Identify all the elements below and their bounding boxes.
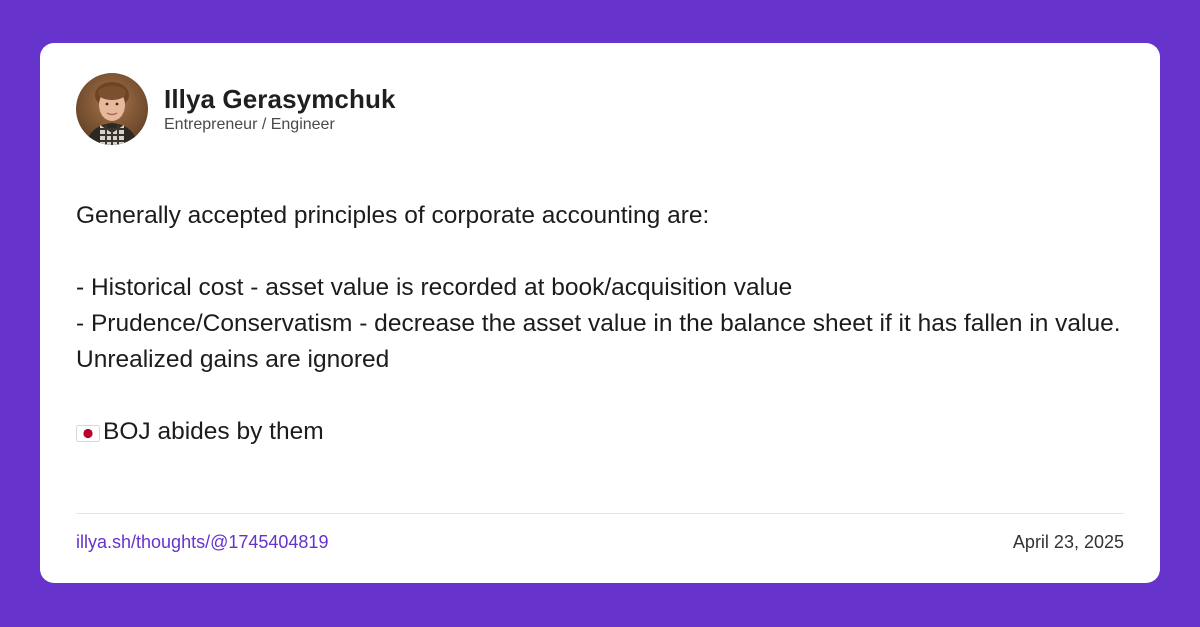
post-closing-text: BOJ abides by them [103, 418, 324, 445]
post-date: April 23, 2025 [1012, 532, 1124, 552]
post-intro: Generally accepted principles of corpora… [76, 202, 710, 229]
author-title: Entrepreneur / Engineer [164, 116, 335, 133]
post-body: Generally accepted principles of corpora… [76, 198, 1126, 450]
post-bullet-prudence: - Prudence/Conservatism - decrease the a… [76, 310, 1121, 373]
post-header: Illya Gerasymchuk Entrepreneur / Enginee… [76, 73, 396, 145]
japan-flag-icon [76, 425, 100, 442]
footer-divider [76, 513, 1124, 514]
author-info: Illya Gerasymchuk Entrepreneur / Enginee… [164, 83, 396, 135]
avatar[interactable] [76, 73, 148, 145]
author-name[interactable]: Illya Gerasymchuk [164, 84, 396, 114]
post-closing: BOJ abides by them [76, 414, 1126, 450]
post-card: Illya Gerasymchuk Entrepreneur / Enginee… [40, 43, 1160, 583]
post-bullet-historical-cost: - Historical cost - asset value is recor… [76, 274, 793, 301]
post-permalink[interactable]: illya.sh/thoughts/@1745404819 [76, 532, 329, 552]
